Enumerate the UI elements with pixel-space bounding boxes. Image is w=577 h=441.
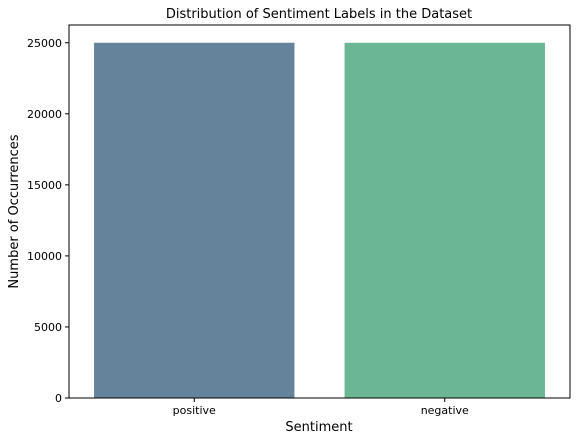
y-tick-label: 25000 xyxy=(27,37,62,50)
x-axis-label: Sentiment xyxy=(285,420,352,435)
bar-negative xyxy=(344,42,545,399)
bar-positive xyxy=(94,42,295,399)
y-tick-label: 5000 xyxy=(34,321,62,334)
plot-area xyxy=(94,42,545,399)
y-axis: 0 5000 10000 15000 20000 25000 xyxy=(27,37,69,405)
y-tick-label: 10000 xyxy=(27,250,62,263)
x-tick-label: negative xyxy=(421,404,469,417)
chart-title: Distribution of Sentiment Labels in the … xyxy=(166,7,472,22)
y-tick-label: 20000 xyxy=(27,108,62,121)
x-tick-label: positive xyxy=(173,404,216,417)
y-tick-label: 0 xyxy=(55,392,62,405)
y-axis-label: Number of Occurrences xyxy=(7,134,22,288)
plot-frame xyxy=(68,24,571,399)
y-tick-label: 15000 xyxy=(27,179,62,192)
x-axis: positive negative xyxy=(173,398,469,417)
